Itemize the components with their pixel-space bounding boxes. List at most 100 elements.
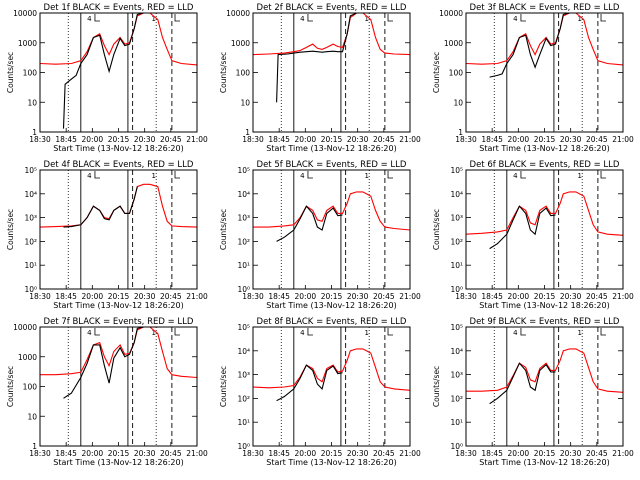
y-tick-label: 10⁰ — [24, 285, 37, 294]
lld-series-line — [465, 12, 624, 66]
x-tick-label: 20:45 — [160, 292, 182, 301]
y-axis-label: Counts/sec — [432, 209, 441, 250]
plot-frame — [39, 169, 198, 290]
y-axis-label: Counts/sec — [6, 209, 15, 250]
y-tick-label: 100 — [449, 69, 464, 78]
x-tick-label: 20:30 — [134, 292, 156, 301]
corner-marker-label: 1 — [364, 15, 368, 23]
x-tick-label: 21:00 — [186, 135, 208, 144]
corner-bracket-marker — [520, 328, 526, 336]
y-tick-label: 10² — [450, 394, 463, 403]
events-series-line — [489, 12, 570, 78]
y-tick-label: 10 — [240, 98, 250, 107]
events-series-line — [63, 326, 144, 399]
x-axis-label: Start Time (13-Nov-12 18:26:20) — [266, 301, 396, 310]
x-tick-label: 18:45 — [481, 449, 503, 458]
corner-marker-label: 4 — [87, 329, 92, 337]
events-series-line — [276, 364, 343, 402]
x-tick-label: 21:00 — [399, 449, 421, 458]
y-tick-label: 10¹ — [237, 418, 250, 427]
x-tick-label: 18:30 — [29, 292, 51, 301]
x-tick-label: 20:00 — [508, 135, 530, 144]
y-tick-label: 10⁵ — [450, 323, 463, 332]
y-tick-label: 10² — [237, 394, 250, 403]
y-axis-label: Counts/sec — [219, 209, 228, 250]
y-axis-label: Counts/sec — [432, 52, 441, 93]
x-tick-label: 20:30 — [347, 292, 369, 301]
y-tick-label: 1000 — [231, 39, 250, 48]
y-tick-label: 100 — [23, 383, 38, 392]
x-tick-label: 18:30 — [455, 449, 477, 458]
x-tick-label: 18:30 — [29, 449, 51, 458]
x-tick-label: 18:30 — [242, 292, 264, 301]
x-axis-label: Start Time (13-Nov-12 18:26:20) — [479, 144, 609, 153]
lld-series-line — [39, 183, 198, 228]
y-tick-label: 10⁰ — [450, 442, 463, 451]
corner-bracket-marker — [520, 171, 526, 179]
lld-series-line — [252, 348, 411, 391]
corner-marker-label: 1 — [151, 172, 155, 180]
x-tick-label: 21:00 — [399, 292, 421, 301]
plot-frame — [465, 12, 624, 133]
x-tick-label: 18:45 — [55, 292, 77, 301]
x-tick-label: 21:00 — [612, 449, 634, 458]
x-tick-label: 21:00 — [186, 449, 208, 458]
lld-series-line — [465, 191, 624, 236]
y-tick-label: 10⁴ — [237, 347, 250, 356]
y-tick-label: 1 — [32, 128, 37, 137]
lld-series-line — [466, 348, 624, 393]
events-series-line — [63, 186, 138, 228]
events-series-line — [489, 362, 556, 405]
panel-title: Det 6f BLACK = Events, RED = LLD — [470, 160, 620, 170]
x-tick-label: 20:15 — [534, 292, 556, 301]
corner-marker-label: 1 — [151, 329, 155, 337]
corner-marker-label: 4 — [513, 329, 518, 337]
y-tick-label: 10¹ — [450, 261, 463, 270]
y-tick-label: 10⁵ — [237, 166, 250, 175]
events-series-line — [489, 205, 556, 250]
x-tick-label: 20:45 — [373, 292, 395, 301]
x-tick-label: 18:45 — [268, 449, 290, 458]
x-tick-label: 20:45 — [373, 135, 395, 144]
x-tick-label: 18:30 — [29, 135, 51, 144]
x-axis-label: Start Time (13-Nov-12 18:26:20) — [53, 144, 183, 153]
y-tick-label: 1 — [458, 128, 463, 137]
x-tick-label: 20:45 — [586, 449, 608, 458]
corner-bracket-marker — [387, 171, 394, 179]
y-tick-label: 100 — [23, 69, 38, 78]
x-tick-label: 21:00 — [399, 135, 421, 144]
panel-title: Det 7f BLACK = Events, RED = LLD — [44, 317, 194, 327]
x-tick-label: 20:15 — [108, 449, 130, 458]
x-tick-label: 20:15 — [321, 292, 343, 301]
x-tick-label: 20:30 — [347, 135, 369, 144]
corner-bracket-marker — [174, 14, 181, 22]
corner-marker-label: 1 — [577, 329, 581, 337]
x-axis-label: Start Time (13-Nov-12 18:26:20) — [266, 144, 396, 153]
x-tick-label: 20:00 — [295, 135, 317, 144]
y-tick-label: 10³ — [450, 214, 463, 223]
y-tick-label: 10⁴ — [237, 190, 250, 199]
y-tick-label: 1000 — [444, 39, 463, 48]
corner-bracket-marker — [307, 328, 313, 336]
corner-marker-label: 1 — [577, 15, 581, 23]
lld-series-line — [253, 191, 411, 231]
corner-marker-label: 1 — [151, 15, 155, 23]
x-tick-label: 20:45 — [160, 449, 182, 458]
x-tick-label: 18:45 — [268, 135, 290, 144]
y-tick-label: 10³ — [237, 214, 250, 223]
y-tick-label: 10¹ — [450, 418, 463, 427]
plot-frame — [252, 169, 411, 290]
y-tick-label: 10000 — [13, 9, 37, 18]
x-tick-label: 18:30 — [455, 292, 477, 301]
corner-bracket-marker — [174, 171, 181, 179]
y-tick-label: 10000 — [13, 323, 37, 332]
y-axis-label: Counts/sec — [6, 52, 15, 93]
corner-marker-label: 1 — [577, 172, 581, 180]
x-tick-label: 18:45 — [481, 135, 503, 144]
corner-bracket-marker — [307, 171, 313, 179]
y-tick-label: 1 — [32, 442, 37, 451]
panel-title: Det 8f BLACK = Events, RED = LLD — [257, 317, 407, 327]
corner-bracket-marker — [94, 14, 100, 22]
x-tick-label: 21:00 — [612, 292, 634, 301]
